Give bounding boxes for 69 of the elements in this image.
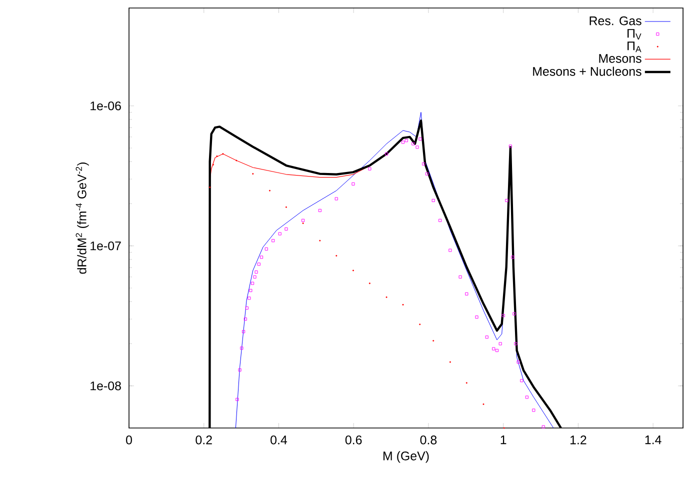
legend-label: Mesons bbox=[599, 54, 642, 63]
point bbox=[240, 346, 244, 350]
point bbox=[238, 368, 242, 372]
y-tick-label: 1e-08 bbox=[90, 381, 121, 390]
x-tick-label: 1.4 bbox=[645, 436, 662, 444]
point bbox=[475, 316, 478, 319]
point bbox=[404, 139, 408, 142]
legend-label: Π$_{A}$ bbox=[628, 42, 642, 52]
point bbox=[244, 318, 247, 321]
point bbox=[242, 330, 246, 334]
point bbox=[318, 208, 322, 212]
point bbox=[352, 182, 355, 186]
legend-label: Res. Gas bbox=[590, 16, 642, 26]
point bbox=[508, 144, 512, 148]
x-tick-label: 1.2 bbox=[570, 436, 586, 444]
point bbox=[512, 312, 516, 316]
point bbox=[412, 142, 415, 146]
point bbox=[264, 247, 268, 251]
point bbox=[520, 379, 524, 382]
point bbox=[465, 292, 468, 296]
y-tick-label: 1e-06 bbox=[90, 101, 121, 110]
point bbox=[368, 167, 372, 170]
point bbox=[384, 152, 388, 156]
x-tick-label: 0.4 bbox=[270, 436, 288, 444]
point bbox=[432, 198, 435, 202]
point bbox=[505, 198, 508, 202]
point bbox=[334, 197, 338, 200]
point bbox=[416, 146, 419, 149]
point bbox=[278, 232, 282, 236]
point bbox=[401, 140, 405, 144]
point bbox=[254, 270, 258, 274]
x-tick-label: 1 bbox=[500, 436, 506, 444]
point bbox=[438, 218, 442, 222]
point bbox=[284, 227, 288, 231]
point bbox=[532, 408, 536, 412]
point bbox=[418, 137, 422, 141]
point bbox=[492, 347, 496, 350]
point bbox=[502, 314, 505, 318]
y-tick-label: 1e-07 bbox=[90, 241, 121, 250]
point bbox=[250, 282, 254, 285]
point bbox=[495, 348, 499, 352]
point bbox=[253, 275, 256, 278]
point bbox=[485, 336, 488, 339]
x-tick-label: 0.8 bbox=[420, 436, 437, 444]
point bbox=[425, 172, 429, 176]
point bbox=[257, 262, 260, 266]
point bbox=[458, 275, 462, 278]
point bbox=[514, 342, 518, 346]
x-tick-label: 0 bbox=[126, 436, 132, 444]
legend-label: Π$_{V}$ bbox=[628, 29, 642, 40]
point bbox=[249, 288, 252, 292]
point bbox=[542, 425, 545, 428]
x-tick-label: 0.2 bbox=[196, 436, 212, 444]
point bbox=[272, 239, 275, 242]
point bbox=[248, 296, 251, 300]
point bbox=[498, 342, 502, 346]
point bbox=[260, 256, 264, 259]
point bbox=[511, 256, 514, 259]
x-axis-title: M (GeV) bbox=[383, 451, 429, 463]
point bbox=[525, 396, 528, 399]
point bbox=[302, 218, 305, 222]
x-tick-label: 0.6 bbox=[345, 436, 362, 444]
point bbox=[236, 398, 239, 401]
point bbox=[245, 306, 248, 310]
legend-label: Mesons + Nucleons bbox=[533, 66, 642, 76]
point bbox=[516, 360, 520, 364]
point bbox=[422, 162, 426, 166]
y-axis-title: dR/dM$^{2}$ (fm$^{-4}$ GeV$^{-2}$) bbox=[76, 162, 89, 274]
point bbox=[448, 248, 452, 252]
